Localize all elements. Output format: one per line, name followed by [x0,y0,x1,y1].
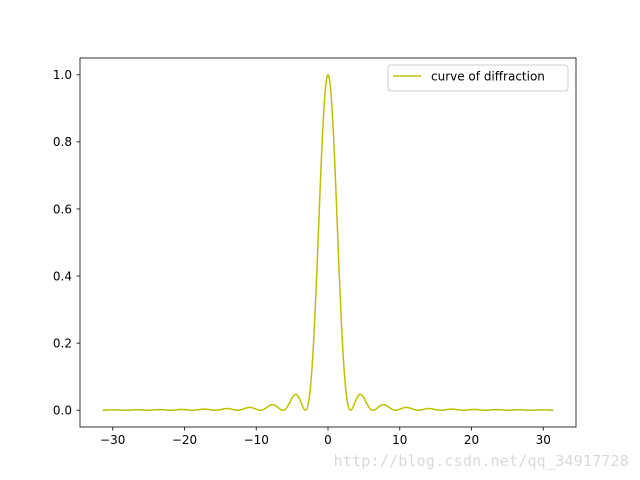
legend-box [387,64,569,92]
y-tick-label: 0.8 [53,135,72,149]
x-tick-label: 0 [324,433,332,447]
legend-label: curve of diffraction [431,70,545,84]
y-tick-label: 0.0 [53,404,72,418]
legend: curve of diffraction [387,64,569,92]
x-tick-label: −20 [172,433,197,447]
y-tick-label: 0.6 [53,202,72,216]
x-tick-label: 30 [536,433,551,447]
y-axis-ticks: 0.0 0.2 0.4 0.6 0.8 1.0 [53,68,80,418]
y-tick-label: 0.2 [53,336,72,350]
x-axis-ticks: −30 −20 −10 0 10 20 30 [100,427,551,447]
x-tick-label: −10 [244,433,269,447]
x-tick-label: 10 [392,433,407,447]
plot-area [80,58,576,427]
x-tick-label: 20 [464,433,479,447]
plot-layer [102,74,554,411]
x-tick-label: −30 [100,433,125,447]
y-tick-label: 1.0 [53,68,72,82]
axes-frame [79,57,577,428]
series-line-curve-of-diffraction [102,74,554,411]
watermark-text: http://blog.csdn.net/qq_34917728 [333,452,629,470]
y-tick-label: 0.4 [53,269,72,283]
